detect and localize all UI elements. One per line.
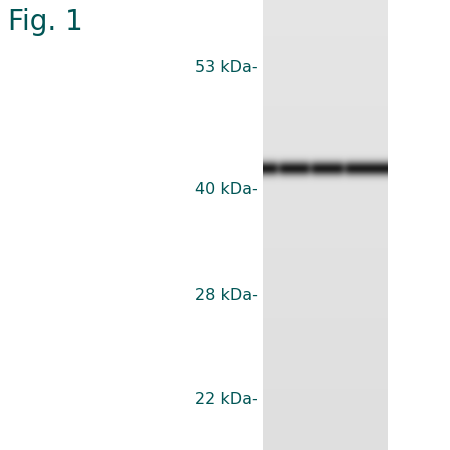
- Text: 22 kDa-: 22 kDa-: [195, 392, 258, 408]
- Text: Fig. 1: Fig. 1: [8, 8, 83, 36]
- Text: 28 kDa-: 28 kDa-: [195, 288, 258, 302]
- Text: 53 kDa-: 53 kDa-: [195, 60, 258, 76]
- Text: 40 kDa-: 40 kDa-: [195, 183, 258, 198]
